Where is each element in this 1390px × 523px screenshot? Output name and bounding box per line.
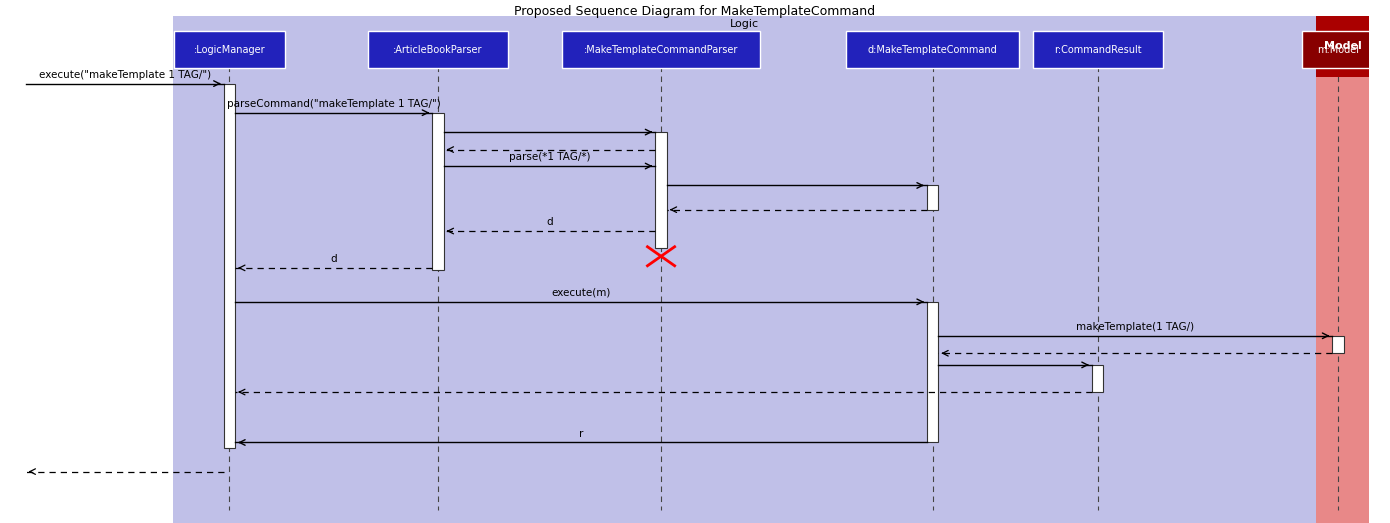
FancyBboxPatch shape <box>1302 31 1373 68</box>
Bar <box>224 84 235 448</box>
Text: Model: Model <box>1323 41 1361 51</box>
Text: r: r <box>578 429 584 439</box>
Text: :ArticleBookParser: :ArticleBookParser <box>393 44 482 54</box>
FancyBboxPatch shape <box>1033 31 1162 68</box>
Text: Logic: Logic <box>730 19 759 29</box>
Text: :MakeTemplateCommandParser: :MakeTemplateCommandParser <box>584 44 738 54</box>
Bar <box>1332 336 1344 353</box>
Bar <box>1316 16 1369 523</box>
Bar <box>1316 16 1369 77</box>
Text: r:CommandResult: r:CommandResult <box>1054 44 1141 54</box>
Text: parseCommand("makeTemplate 1 TAG/"): parseCommand("makeTemplate 1 TAG/") <box>227 99 441 109</box>
Bar <box>655 132 667 248</box>
Bar <box>1091 365 1104 392</box>
Text: d: d <box>331 254 336 264</box>
Text: m:Model: m:Model <box>1318 44 1359 54</box>
Text: execute(m): execute(m) <box>552 288 610 298</box>
Bar <box>927 302 938 442</box>
Text: d:MakeTemplateCommand: d:MakeTemplateCommand <box>867 44 998 54</box>
Text: parse(*1 TAG/*): parse(*1 TAG/*) <box>509 152 591 162</box>
FancyBboxPatch shape <box>174 31 285 68</box>
FancyBboxPatch shape <box>562 31 760 68</box>
Text: makeTemplate(1 TAG/): makeTemplate(1 TAG/) <box>1076 322 1194 332</box>
FancyBboxPatch shape <box>368 31 507 68</box>
Text: Proposed Sequence Diagram for MakeTemplateCommand: Proposed Sequence Diagram for MakeTempla… <box>514 5 876 18</box>
Bar <box>174 16 1316 523</box>
FancyBboxPatch shape <box>847 31 1019 68</box>
Text: execute("makeTemplate 1 TAG/"): execute("makeTemplate 1 TAG/") <box>39 70 211 79</box>
Bar <box>927 186 938 210</box>
Text: :LogicManager: :LogicManager <box>193 44 265 54</box>
Bar <box>432 112 443 270</box>
Text: d: d <box>546 217 553 227</box>
